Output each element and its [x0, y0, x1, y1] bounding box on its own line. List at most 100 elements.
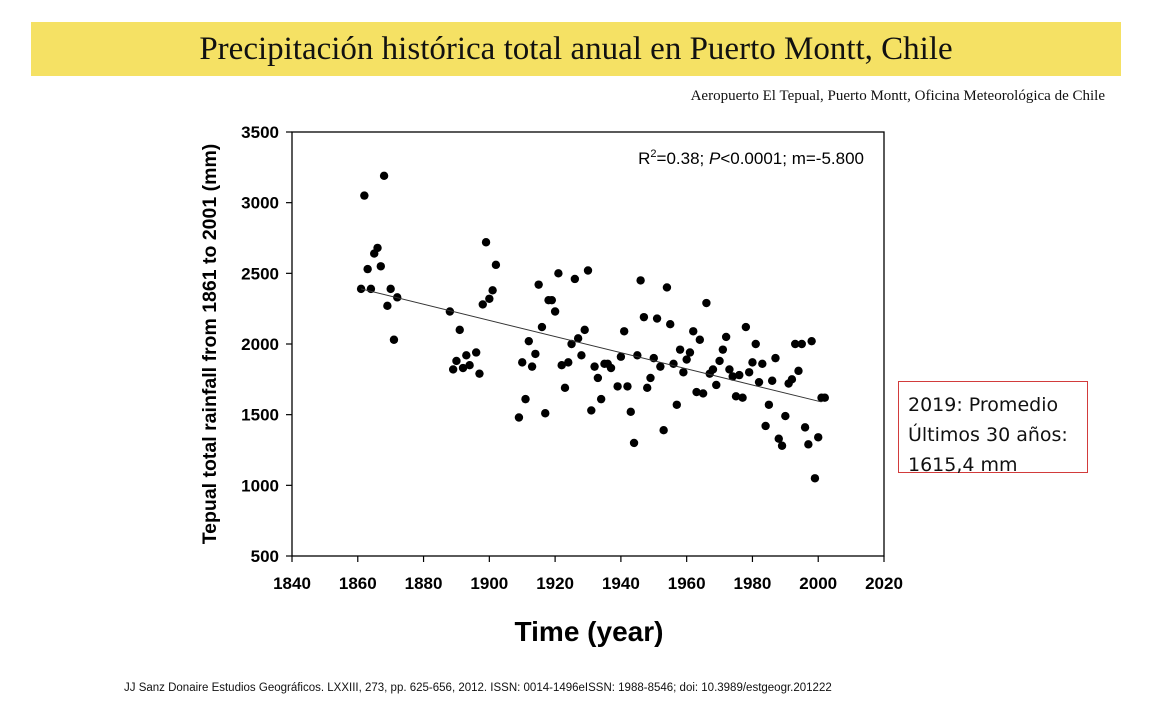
data-point: [718, 345, 728, 354]
data-point: [580, 325, 589, 335]
data-point: [373, 243, 382, 253]
data-point: [748, 358, 757, 367]
data-point: [547, 295, 557, 305]
data-point: [583, 266, 593, 275]
data-point: [702, 298, 711, 308]
data-point: [356, 284, 366, 294]
data-point: [554, 269, 563, 278]
data-point: [445, 307, 455, 316]
data-point: [629, 438, 639, 448]
source-note: Aeropuerto El Tepual, Puerto Montt, Ofic…: [690, 88, 1105, 104]
data-point: [764, 400, 774, 409]
data-point: [751, 339, 760, 349]
data-point: [731, 392, 741, 401]
x-tick-label: 1920: [536, 574, 574, 593]
data-point: [685, 348, 695, 357]
citation: JJ Sanz Donaire Estudios Geográficos. LX…: [124, 682, 832, 694]
data-point: [481, 238, 491, 247]
data-point: [728, 372, 737, 381]
data-point: [471, 348, 481, 357]
data-point: [800, 423, 810, 432]
data-point: [810, 474, 820, 483]
data-point: [639, 312, 649, 322]
data-point: [360, 191, 369, 200]
x-tick-label: 1960: [668, 574, 706, 593]
x-tick-label: 1940: [602, 574, 640, 593]
data-point: [534, 280, 543, 289]
y-tick-label: 1500: [241, 406, 279, 425]
data-point: [741, 322, 751, 332]
data-point: [659, 426, 668, 435]
data-point: [379, 171, 389, 181]
data-point: [531, 349, 540, 359]
data-point: [672, 400, 681, 409]
data-point: [616, 352, 626, 361]
data-point: [570, 274, 580, 284]
data-point: [478, 300, 487, 309]
data-point: [524, 336, 533, 346]
data-point: [593, 373, 603, 383]
data-point: [689, 327, 698, 336]
data-point: [771, 353, 780, 363]
data-point: [774, 434, 783, 443]
x-tick-label: 2000: [799, 574, 837, 593]
y-tick-label: 2000: [241, 335, 279, 354]
data-point: [794, 366, 803, 376]
data-point: [804, 440, 813, 449]
trend-line: [360, 288, 822, 403]
x-tick-label: 1980: [734, 574, 772, 593]
data-point: [587, 406, 596, 415]
data-point: [791, 339, 800, 349]
stats-annotation: R2=0.38; P<0.0001; m=-5.800: [638, 148, 864, 168]
data-point: [758, 359, 767, 368]
note-line-1: 2019: Promedio: [908, 394, 1059, 416]
data-point: [797, 339, 806, 349]
data-point: [521, 394, 530, 404]
data-point: [682, 355, 691, 364]
data-point: [698, 389, 708, 398]
data-point: [491, 260, 501, 270]
data-point: [550, 307, 560, 316]
axes: [286, 131, 885, 562]
data-point: [715, 356, 724, 366]
data-point: [623, 382, 632, 391]
y-axis-label: Tepual total rainfall from 1861 to 2001 …: [199, 144, 221, 545]
data-point: [712, 380, 721, 390]
note-line-3: 1615,4 mm: [908, 454, 1018, 476]
x-tick-label: 1900: [470, 574, 508, 593]
data-point: [807, 336, 816, 346]
data-point: [383, 301, 392, 311]
data-point: [452, 356, 461, 366]
data-point: [695, 335, 705, 344]
data-point: [448, 365, 458, 374]
note-box: 2019: Promedio Últimos 30 años: 1615,4 m…: [898, 381, 1088, 476]
data-point: [656, 362, 665, 371]
data-point: [567, 339, 576, 349]
data-point: [514, 413, 524, 422]
data-point: [643, 383, 652, 393]
data-point: [646, 373, 655, 383]
data-point: [573, 334, 583, 343]
data-point: [626, 407, 635, 417]
data-point: [744, 368, 754, 377]
title-band: Precipitación histórica total anual en P…: [31, 22, 1121, 76]
data-point: [596, 394, 606, 404]
data-point: [767, 376, 777, 385]
data-points: [356, 171, 829, 483]
data-point: [475, 369, 484, 378]
x-tick-label: 1860: [339, 574, 377, 593]
data-point: [708, 365, 718, 374]
data-point: [389, 335, 399, 344]
data-point: [376, 262, 385, 271]
x-tick-label: 1840: [273, 574, 311, 593]
data-point: [666, 320, 675, 329]
data-point: [485, 294, 494, 303]
data-point: [560, 383, 570, 393]
data-point: [662, 283, 672, 292]
data-point: [590, 362, 599, 371]
tick-labels: 1840 1860 1880 1900 1920 1940 1960 1980 2000 2020…: [241, 123, 903, 593]
y-tick-label: 1000: [241, 476, 279, 495]
y-tick-label: 3000: [241, 194, 279, 213]
data-point: [527, 362, 537, 371]
